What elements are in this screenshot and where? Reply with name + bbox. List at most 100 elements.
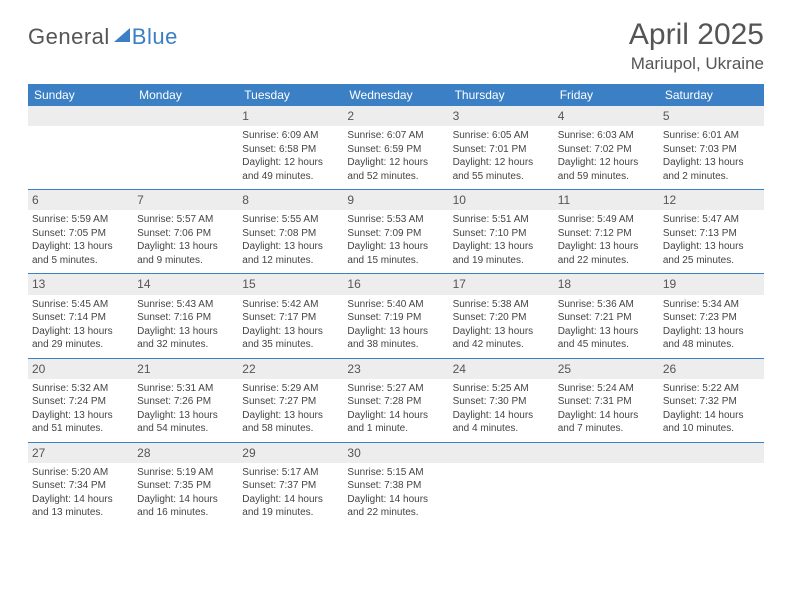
sunset-line: Sunset: 7:20 PM — [453, 311, 550, 325]
day-cell: 28Sunrise: 5:19 AMSunset: 7:35 PMDayligh… — [133, 443, 238, 526]
week-row: 13Sunrise: 5:45 AMSunset: 7:14 PMDayligh… — [28, 274, 764, 358]
sunset-line: Sunset: 7:27 PM — [242, 395, 339, 409]
day-cell: 9Sunrise: 5:53 AMSunset: 7:09 PMDaylight… — [343, 190, 448, 273]
sunrise-line: Sunrise: 5:24 AM — [558, 382, 655, 396]
day-cell — [133, 106, 238, 189]
week-row: 27Sunrise: 5:20 AMSunset: 7:34 PMDayligh… — [28, 443, 764, 526]
brand-part-1: General — [28, 24, 110, 50]
sunrise-line: Sunrise: 6:09 AM — [242, 129, 339, 143]
daylight-line: Daylight: 14 hours and 19 minutes. — [242, 493, 339, 520]
month-title: April 2025 — [629, 18, 764, 52]
daylight-line: Daylight: 14 hours and 7 minutes. — [558, 409, 655, 436]
day-number: 21 — [133, 359, 238, 379]
day-cell: 5Sunrise: 6:01 AMSunset: 7:03 PMDaylight… — [659, 106, 764, 189]
day-number — [449, 443, 554, 463]
daylight-line: Daylight: 14 hours and 10 minutes. — [663, 409, 760, 436]
day-cell: 20Sunrise: 5:32 AMSunset: 7:24 PMDayligh… — [28, 359, 133, 442]
day-number — [133, 106, 238, 126]
day-cell: 19Sunrise: 5:34 AMSunset: 7:23 PMDayligh… — [659, 274, 764, 357]
sunset-line: Sunset: 7:21 PM — [558, 311, 655, 325]
sunrise-line: Sunrise: 5:29 AM — [242, 382, 339, 396]
day-cell: 22 Sunrise: 5:29 AMSunset: 7:27 PMDayligh… — [238, 359, 343, 442]
sunrise-line: Sunrise: 5:31 AM — [137, 382, 234, 396]
day-cell — [449, 443, 554, 526]
day-cell: 12Sunrise: 5:47 AMSunset: 7:13 PMDayligh… — [659, 190, 764, 273]
day-cell: 1Sunrise: 6:09 AMSunset: 6:58 PMDaylight… — [238, 106, 343, 189]
day-number: 26 — [659, 359, 764, 379]
sunrise-line: Sunrise: 5:40 AM — [347, 298, 444, 312]
sunrise-line: Sunrise: 5:27 AM — [347, 382, 444, 396]
sunrise-line: Sunrise: 6:07 AM — [347, 129, 444, 143]
sunrise-line: Sunrise: 5:57 AM — [137, 213, 234, 227]
sunrise-line: Sunrise: 5:17 AM — [242, 466, 339, 480]
daylight-line: Daylight: 14 hours and 4 minutes. — [453, 409, 550, 436]
day-cell: 10Sunrise: 5:51 AMSunset: 7:10 PMDayligh… — [449, 190, 554, 273]
day-number: 30 — [343, 443, 448, 463]
sunset-line: Sunset: 7:28 PM — [347, 395, 444, 409]
daylight-line: Daylight: 14 hours and 1 minute. — [347, 409, 444, 436]
day-number: 11 — [554, 190, 659, 210]
day-number: 22 — [238, 359, 343, 379]
day-of-week-cell: Friday — [554, 84, 659, 106]
day-cell: 7Sunrise: 5:57 AMSunset: 7:06 PMDaylight… — [133, 190, 238, 273]
day-cell: 16Sunrise: 5:40 AMSunset: 7:19 PMDayligh… — [343, 274, 448, 357]
day-cell — [28, 106, 133, 189]
sunrise-line: Sunrise: 5:15 AM — [347, 466, 444, 480]
day-number: 25 — [554, 359, 659, 379]
day-number: 8 — [238, 190, 343, 210]
week-row: 1Sunrise: 6:09 AMSunset: 6:58 PMDaylight… — [28, 106, 764, 190]
day-number: 29 — [238, 443, 343, 463]
sunset-line: Sunset: 7:32 PM — [663, 395, 760, 409]
daylight-line: Daylight: 13 hours and 15 minutes. — [347, 240, 444, 267]
day-number: 14 — [133, 274, 238, 294]
sunrise-line: Sunrise: 5:47 AM — [663, 213, 760, 227]
sunrise-line: Sunrise: 6:03 AM — [558, 129, 655, 143]
daylight-line: Daylight: 14 hours and 22 minutes. — [347, 493, 444, 520]
day-cell: 27Sunrise: 5:20 AMSunset: 7:34 PMDayligh… — [28, 443, 133, 526]
daylight-line: Daylight: 13 hours and 51 minutes. — [32, 409, 129, 436]
day-cell: 11Sunrise: 5:49 AMSunset: 7:12 PMDayligh… — [554, 190, 659, 273]
day-number: 15 — [238, 274, 343, 294]
daylight-line: Daylight: 13 hours and 19 minutes. — [453, 240, 550, 267]
daylight-line: Daylight: 13 hours and 42 minutes. — [453, 325, 550, 352]
day-number: 19 — [659, 274, 764, 294]
daylight-line: Daylight: 12 hours and 59 minutes. — [558, 156, 655, 183]
day-cell: 8Sunrise: 5:55 AMSunset: 7:08 PMDaylight… — [238, 190, 343, 273]
day-number: 23 — [343, 359, 448, 379]
day-cell: 26Sunrise: 5:22 AMSunset: 7:32 PMDayligh… — [659, 359, 764, 442]
day-number: 20 — [28, 359, 133, 379]
daylight-line: Daylight: 13 hours and 58 minutes. — [242, 409, 339, 436]
sunset-line: Sunset: 7:34 PM — [32, 479, 129, 493]
calendar: SundayMondayTuesdayWednesdayThursdayFrid… — [28, 84, 764, 526]
daylight-line: Daylight: 13 hours and 9 minutes. — [137, 240, 234, 267]
daylight-line: Daylight: 13 hours and 45 minutes. — [558, 325, 655, 352]
day-of-week-cell: Wednesday — [343, 84, 448, 106]
daylight-line: Daylight: 13 hours and 54 minutes. — [137, 409, 234, 436]
sunset-line: Sunset: 7:14 PM — [32, 311, 129, 325]
day-number: 28 — [133, 443, 238, 463]
sunrise-line: Sunrise: 5:20 AM — [32, 466, 129, 480]
brand-part-2: Blue — [132, 24, 178, 50]
daylight-line: Daylight: 13 hours and 35 minutes. — [242, 325, 339, 352]
day-number: 16 — [343, 274, 448, 294]
sunrise-line: Sunrise: 6:05 AM — [453, 129, 550, 143]
sunset-line: Sunset: 7:30 PM — [453, 395, 550, 409]
day-of-week-cell: Sunday — [28, 84, 133, 106]
daylight-line: Daylight: 13 hours and 22 minutes. — [558, 240, 655, 267]
day-of-week-cell: Thursday — [449, 84, 554, 106]
sunrise-line: Sunrise: 5:19 AM — [137, 466, 234, 480]
daylight-line: Daylight: 12 hours and 55 minutes. — [453, 156, 550, 183]
day-cell: 6Sunrise: 5:59 AMSunset: 7:05 PMDaylight… — [28, 190, 133, 273]
sunset-line: Sunset: 7:08 PM — [242, 227, 339, 241]
sunrise-line: Sunrise: 5:51 AM — [453, 213, 550, 227]
day-number: 24 — [449, 359, 554, 379]
day-cell — [554, 443, 659, 526]
brand-logo: General Blue — [28, 18, 178, 50]
day-number: 1 — [238, 106, 343, 126]
daylight-line: Daylight: 12 hours and 52 minutes. — [347, 156, 444, 183]
day-number: 2 — [343, 106, 448, 126]
day-cell: 21Sunrise: 5:31 AMSunset: 7:26 PMDayligh… — [133, 359, 238, 442]
sunset-line: Sunset: 7:12 PM — [558, 227, 655, 241]
sunset-line: Sunset: 7:03 PM — [663, 143, 760, 157]
sunrise-line: Sunrise: 5:34 AM — [663, 298, 760, 312]
